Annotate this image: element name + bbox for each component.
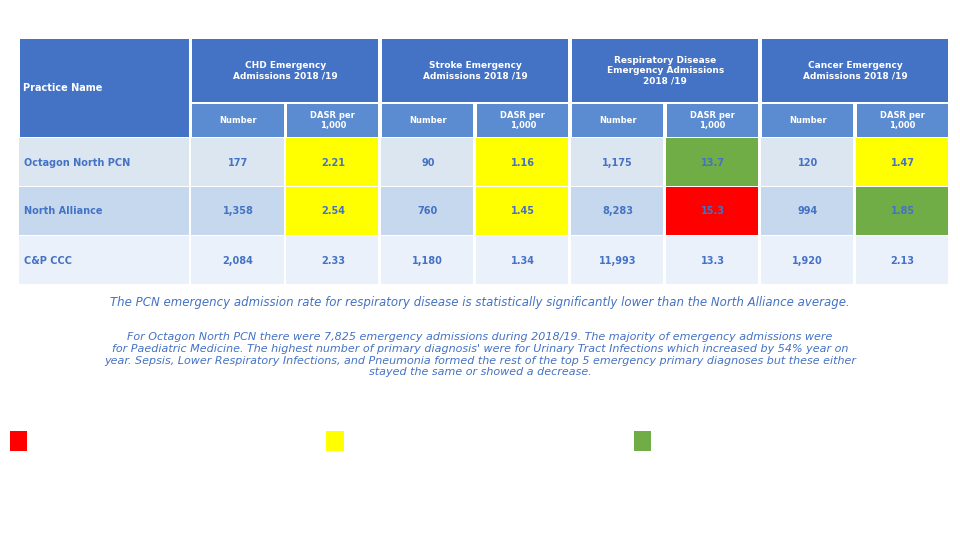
FancyBboxPatch shape (571, 237, 663, 284)
Text: 11,993: 11,993 (599, 255, 636, 266)
Text: statistically significantly lower than next level in hierarchy: statistically significantly lower than n… (659, 436, 945, 446)
FancyBboxPatch shape (761, 138, 853, 186)
FancyBboxPatch shape (477, 104, 568, 137)
Text: Cancer Emergency
Admissions 2018 /19: Cancer Emergency Admissions 2018 /19 (803, 61, 907, 80)
Text: 994: 994 (798, 206, 818, 217)
Text: 760: 760 (418, 206, 438, 217)
Text: 177: 177 (228, 158, 248, 167)
Text: Disease Specific Emergency Hospital Admission Rates: Disease Specific Emergency Hospital Admi… (8, 9, 470, 24)
FancyBboxPatch shape (192, 104, 283, 137)
FancyBboxPatch shape (476, 237, 568, 284)
Text: The PCN emergency admission rate for respiratory disease is statistically signif: The PCN emergency admission rate for res… (110, 296, 850, 309)
Text: Stroke Emergency
Admissions 2018 /19: Stroke Emergency Admissions 2018 /19 (423, 61, 528, 80)
FancyBboxPatch shape (856, 138, 948, 186)
FancyBboxPatch shape (666, 187, 758, 235)
Text: Respiratory Disease
Emergency Admissions
2018 /19: Respiratory Disease Emergency Admissions… (607, 56, 724, 85)
Text: 1,175: 1,175 (602, 158, 633, 167)
FancyBboxPatch shape (856, 237, 948, 284)
Text: 120: 120 (798, 158, 818, 167)
FancyBboxPatch shape (381, 237, 473, 284)
FancyBboxPatch shape (20, 39, 188, 137)
FancyBboxPatch shape (191, 138, 283, 186)
FancyBboxPatch shape (572, 104, 663, 137)
Text: statistically similar to next level in hierarchy: statistically similar to next level in h… (351, 436, 569, 446)
FancyBboxPatch shape (19, 187, 188, 235)
Text: statistically significantly higher than next level in hierarchy: statistically significantly higher than … (35, 436, 325, 446)
Text: 15.3: 15.3 (701, 206, 725, 217)
FancyBboxPatch shape (10, 430, 27, 451)
FancyBboxPatch shape (19, 237, 188, 284)
Text: 2.54: 2.54 (321, 206, 345, 217)
Text: 1.45: 1.45 (511, 206, 535, 217)
FancyBboxPatch shape (476, 138, 568, 186)
Text: 2.13: 2.13 (891, 255, 915, 266)
FancyBboxPatch shape (571, 138, 663, 186)
Text: North Alliance: North Alliance (24, 206, 102, 217)
FancyBboxPatch shape (286, 237, 378, 284)
FancyBboxPatch shape (19, 138, 188, 186)
FancyBboxPatch shape (286, 187, 378, 235)
Text: 2.21: 2.21 (321, 158, 345, 167)
FancyBboxPatch shape (382, 39, 568, 102)
Text: 13.7: 13.7 (701, 158, 725, 167)
Text: DASR per
1,000: DASR per 1,000 (880, 111, 925, 130)
FancyBboxPatch shape (326, 430, 344, 451)
FancyBboxPatch shape (667, 104, 758, 137)
FancyBboxPatch shape (666, 237, 758, 284)
FancyBboxPatch shape (192, 39, 378, 102)
Text: 1,180: 1,180 (413, 255, 444, 266)
FancyBboxPatch shape (856, 187, 948, 235)
Text: DASR per
1,000: DASR per 1,000 (310, 111, 355, 130)
FancyBboxPatch shape (666, 138, 758, 186)
Text: DASR per
1,000: DASR per 1,000 (690, 111, 735, 130)
Text: Number: Number (219, 116, 256, 125)
FancyBboxPatch shape (762, 104, 853, 137)
FancyBboxPatch shape (287, 104, 378, 137)
FancyBboxPatch shape (381, 187, 473, 235)
Text: 1,920: 1,920 (792, 255, 823, 266)
FancyBboxPatch shape (761, 237, 853, 284)
FancyBboxPatch shape (191, 237, 283, 284)
Text: Octagon North PCN: Octagon North PCN (24, 158, 130, 167)
FancyBboxPatch shape (476, 187, 568, 235)
Text: Number: Number (599, 116, 636, 125)
FancyBboxPatch shape (286, 138, 378, 186)
FancyBboxPatch shape (761, 187, 853, 235)
FancyBboxPatch shape (571, 187, 663, 235)
Text: Practice Name: Practice Name (23, 83, 102, 93)
Text: 13.3: 13.3 (701, 255, 725, 266)
Text: 1.85: 1.85 (891, 206, 915, 217)
Text: 1.16: 1.16 (511, 158, 535, 167)
Text: C&P CCC: C&P CCC (24, 255, 72, 266)
Text: 2.33: 2.33 (321, 255, 345, 266)
Text: 8,283: 8,283 (602, 206, 634, 217)
FancyBboxPatch shape (191, 187, 283, 235)
Text: Number: Number (789, 116, 827, 125)
Text: Number: Number (409, 116, 446, 125)
Text: For Octagon North PCN there were 7,825 emergency admissions during 2018/19. The : For Octagon North PCN there were 7,825 e… (104, 332, 856, 377)
Text: Source: C&P PHI, from HED Tool, 2018/19, Cambridgeshire and Peterborough "All Tr: Source: C&P PHI, from HED Tool, 2018/19,… (10, 510, 437, 518)
Text: 1.34: 1.34 (511, 255, 535, 266)
Text: 90: 90 (421, 158, 435, 167)
FancyBboxPatch shape (634, 430, 651, 451)
FancyBboxPatch shape (762, 39, 948, 102)
Text: 2,084: 2,084 (223, 255, 253, 266)
Text: DASR per
1,000: DASR per 1,000 (500, 111, 545, 130)
Text: 1.47: 1.47 (891, 158, 915, 167)
FancyBboxPatch shape (857, 104, 948, 137)
FancyBboxPatch shape (382, 104, 473, 137)
Text: Note: DASR = Directly age standardised rate per 1,000 population, reference popu: Note: DASR = Directly age standardised r… (10, 477, 624, 487)
Text: CHD Emergency
Admissions 2018 /19: CHD Emergency Admissions 2018 /19 (233, 61, 338, 80)
Text: 1,358: 1,358 (223, 206, 253, 217)
FancyBboxPatch shape (381, 138, 473, 186)
FancyBboxPatch shape (572, 39, 758, 102)
